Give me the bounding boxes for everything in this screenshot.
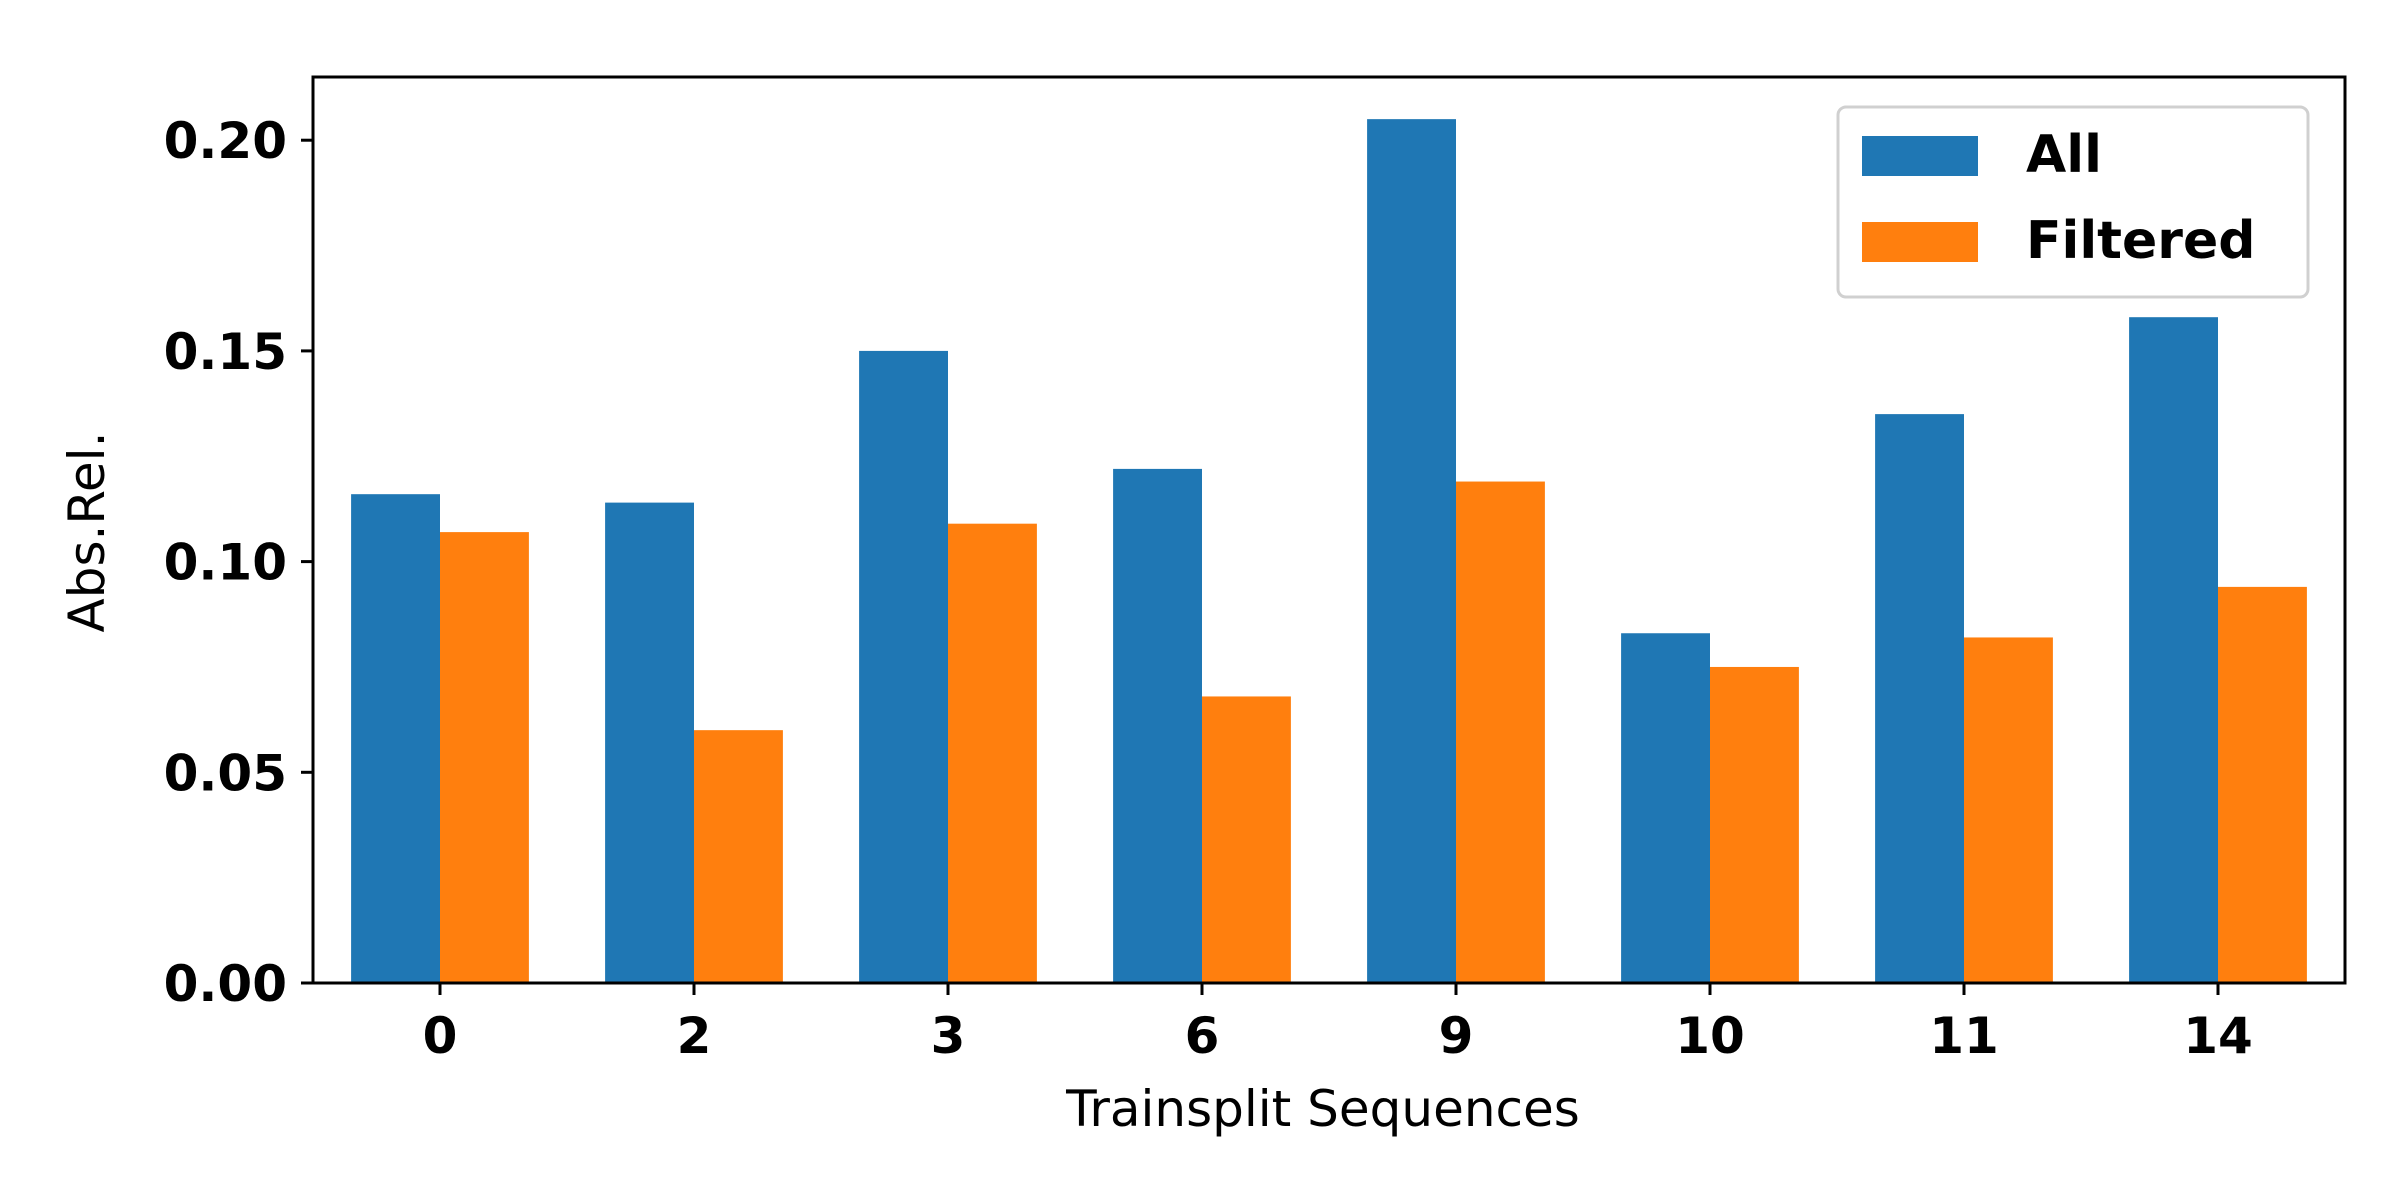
x-tick-label: 11 [1929,1007,1999,1065]
plot-frame [311,75,2347,985]
x-axis-label: Trainsplit Sequences [1065,1080,1580,1138]
ticks-layer: 0.00 0.05 0.10 0.15 0.20 0 2 3 6 9 10 11 14 [164,112,2253,1065]
legend: All Filtered [1836,105,2310,299]
bar-filtered-11 [1964,637,2053,983]
y-axis-label: Abs.Rel. [58,432,116,633]
x-tick-label: 6 [1185,1007,1220,1065]
x-tick-label: 9 [1439,1007,1474,1065]
bar-filtered-0 [440,532,529,983]
bar-filtered-10 [1710,666,1799,983]
bar-all-11 [1875,414,1964,983]
legend-swatch-filtered [1862,222,1978,262]
bar-all-14 [2129,317,2218,984]
x-tick-label: 14 [2183,1007,2253,1065]
bar-all-9 [1367,119,1456,984]
y-tick-label: 0.15 [164,323,287,381]
x-tick-label: 3 [931,1007,966,1065]
bar-all-2 [605,502,694,983]
bar-filtered-3 [948,523,1037,983]
x-tick-label: 0 [423,1007,458,1065]
bar-filtered-14 [2218,586,2307,983]
bars-layer [351,119,2307,984]
bar-filtered-6 [1202,696,1291,983]
x-tick-label: 10 [1675,1007,1745,1065]
legend-label-filtered: Filtered [2026,211,2255,271]
x-tick-label: 2 [677,1007,712,1065]
bar-filtered-9 [1456,481,1545,983]
axes-layer [311,75,2347,985]
legend-label-all: All [2026,125,2102,185]
bar-filtered-2 [694,730,783,983]
legend-swatch-all [1862,136,1978,176]
bar-all-6 [1113,468,1202,983]
y-tick-label: 0.10 [164,534,287,592]
y-tick-label: 0.20 [164,112,287,170]
y-tick-label: 0.00 [164,955,287,1013]
bar-all-3 [859,350,948,983]
bar-all-10 [1621,633,1710,983]
y-tick-label: 0.05 [164,744,287,802]
bar-all-0 [351,494,440,983]
